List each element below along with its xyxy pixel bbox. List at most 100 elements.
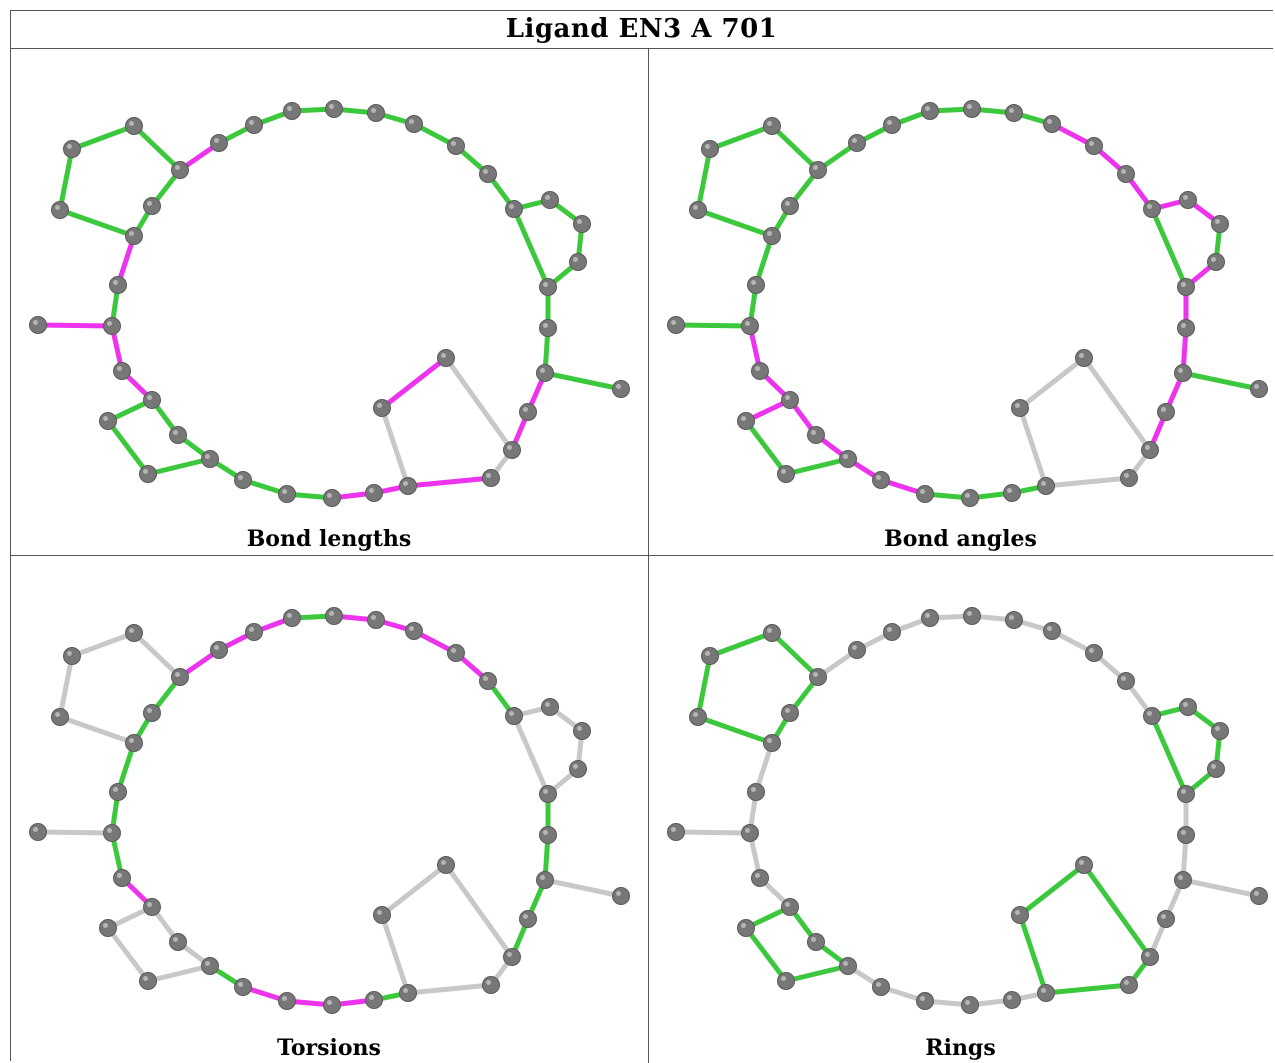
bond [57, 653, 75, 720]
atom [701, 647, 719, 665]
column-divider [648, 48, 649, 1063]
bond [769, 630, 821, 680]
bond [379, 862, 449, 918]
atom-highlight [205, 454, 210, 459]
atom-highlight [745, 828, 750, 833]
atom [848, 134, 866, 152]
atom [447, 137, 465, 155]
atom [169, 933, 187, 951]
atom [689, 201, 707, 219]
atom [751, 362, 769, 380]
atom [1120, 469, 1138, 487]
atom-highlight [852, 645, 857, 650]
atom [482, 469, 500, 487]
atom [573, 722, 591, 740]
atom [1117, 672, 1135, 690]
atom-highlight [920, 489, 925, 494]
bond [443, 862, 515, 960]
atom-highlight [371, 615, 376, 620]
atom-highlight [1015, 403, 1020, 408]
atom [883, 116, 901, 134]
atom [737, 412, 755, 430]
atom-highlight [129, 121, 134, 126]
atom [437, 856, 455, 874]
atom-highlight [369, 995, 374, 1000]
atom-highlight [486, 473, 491, 478]
atom [883, 623, 901, 641]
atom-highlight [1007, 488, 1012, 493]
bond [131, 630, 183, 680]
atom [539, 319, 557, 337]
bond [1081, 862, 1153, 960]
atom [777, 972, 795, 990]
atom-highlight [107, 321, 112, 326]
atom-highlight [751, 280, 756, 285]
atom [872, 978, 890, 996]
bond [783, 456, 851, 477]
molecule-rings [667, 607, 1268, 1014]
atom [125, 624, 143, 642]
atom-highlight [509, 711, 514, 716]
atom [536, 871, 554, 889]
atom-highlight [540, 875, 545, 880]
atom [437, 349, 455, 367]
atom-highlight [705, 144, 710, 149]
atom [963, 607, 981, 625]
atom [29, 316, 47, 334]
atom [143, 391, 161, 409]
atom-highlight [577, 219, 582, 224]
atom-highlight [785, 902, 790, 907]
atom [569, 253, 587, 271]
atom [323, 489, 341, 507]
atom [447, 644, 465, 662]
atom [1250, 380, 1268, 398]
bonds-group [35, 613, 624, 1008]
atom-highlight [249, 627, 254, 632]
atom-highlight [781, 976, 786, 981]
atom [51, 708, 69, 726]
atom [1005, 104, 1023, 122]
bond [145, 456, 213, 477]
bond [743, 925, 789, 984]
atom-highlight [214, 645, 219, 650]
atom [1117, 165, 1135, 183]
atom-highlight [67, 651, 72, 656]
atom-highlight [967, 611, 972, 616]
atom [1043, 115, 1061, 133]
atom-highlight [377, 910, 382, 915]
bond [695, 146, 713, 213]
atom-highlight [129, 231, 134, 236]
atom [125, 227, 143, 245]
atom [1043, 622, 1061, 640]
atom [1037, 984, 1055, 1002]
atom [505, 200, 523, 218]
bond [35, 322, 115, 329]
atom-highlight [55, 205, 60, 210]
atom-highlight [573, 257, 578, 262]
atom [569, 760, 587, 778]
bond [57, 146, 75, 213]
atom-highlight [117, 366, 122, 371]
bond [379, 405, 411, 489]
atom-highlight [238, 982, 243, 987]
atom [63, 140, 81, 158]
atom-highlight [377, 403, 382, 408]
atom-highlight [175, 165, 180, 170]
atom [781, 197, 799, 215]
atom-highlight [143, 469, 148, 474]
atom [103, 317, 121, 335]
panel-bond-lengths: Bond lengths [10, 48, 648, 555]
atom-highlight [543, 789, 548, 794]
atom-highlight [205, 961, 210, 966]
atom-highlight [693, 205, 698, 210]
atom [809, 161, 827, 179]
atom-highlight [1147, 711, 1152, 716]
caption-bond-lengths: Bond lengths [246, 526, 412, 552]
atom [245, 116, 263, 134]
atom-highlight [1121, 676, 1126, 681]
atom [63, 647, 81, 665]
atom-highlight [577, 726, 582, 731]
atom-highlight [451, 648, 456, 653]
bond [1180, 877, 1262, 899]
atom [125, 117, 143, 135]
